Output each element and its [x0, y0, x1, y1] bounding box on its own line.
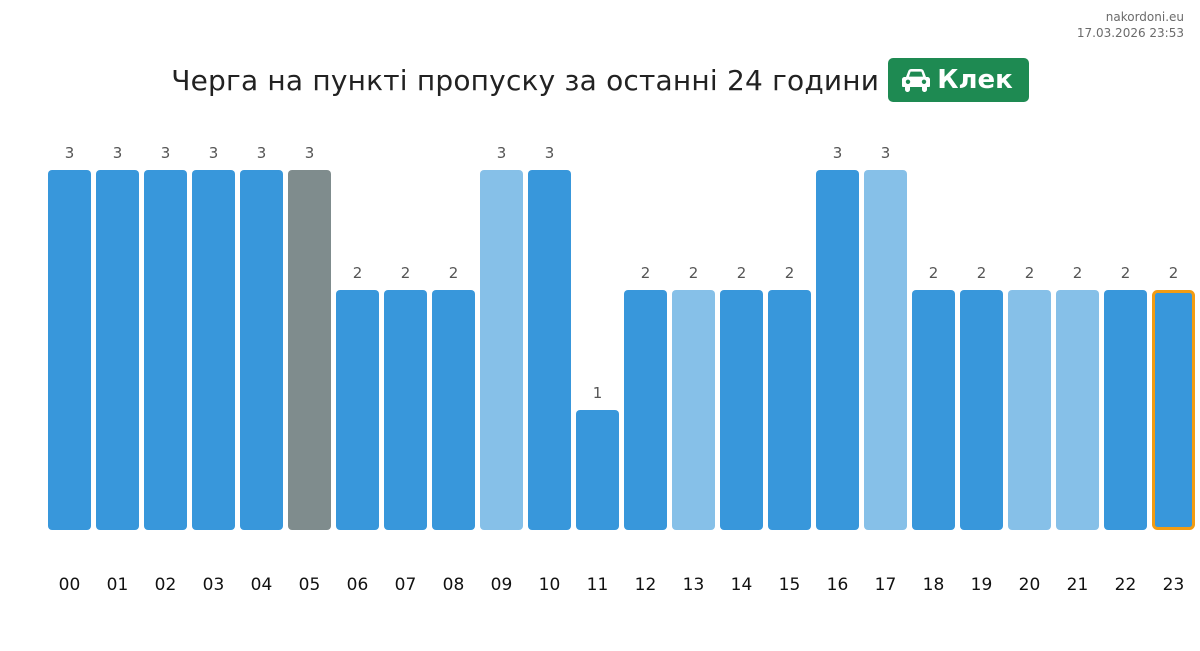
bar-06[interactable]	[336, 290, 379, 530]
bar-03[interactable]	[192, 170, 235, 530]
bar-value-label: 3	[881, 144, 891, 162]
bar-value-label: 3	[833, 144, 843, 162]
hour-tick-label: 05	[299, 575, 321, 595]
bar-08[interactable]	[432, 290, 475, 530]
bar-value-label: 2	[929, 264, 939, 282]
bar-value-label: 3	[497, 144, 507, 162]
hour-tick-label: 08	[443, 575, 465, 595]
hour-tick-label: 19	[971, 575, 993, 595]
bar-value-label: 3	[209, 144, 219, 162]
hour-tick-label: 01	[107, 575, 129, 595]
bar-value-label: 3	[257, 144, 267, 162]
chart-title: Черга на пункті пропуску за останні 24 г…	[171, 63, 880, 97]
hour-tick-label: 09	[491, 575, 513, 595]
hour-tick-label: 20	[1019, 575, 1041, 595]
bar-09[interactable]	[480, 170, 523, 530]
hour-tick-label: 12	[635, 575, 657, 595]
car-icon	[902, 69, 931, 92]
chart-header: Черга на пункті пропуску за останні 24 г…	[0, 58, 1200, 102]
site-domain: nakordoni.eu	[1105, 10, 1184, 24]
bar-value-label: 3	[65, 144, 75, 162]
hour-tick-label: 22	[1115, 575, 1137, 595]
bar-01[interactable]	[96, 170, 139, 530]
bar-value-label: 2	[401, 264, 411, 282]
bar-22[interactable]	[1104, 290, 1147, 530]
hour-tick-label: 03	[203, 575, 225, 595]
bar-value-label: 2	[449, 264, 459, 282]
hour-tick-label: 13	[683, 575, 705, 595]
bar-value-label: 2	[353, 264, 363, 282]
bar-value-label: 2	[1025, 264, 1035, 282]
hour-tick-label: 04	[251, 575, 273, 595]
hour-tick-label: 06	[347, 575, 369, 595]
bar-value-label: 2	[1169, 264, 1179, 282]
bar-value-label: 2	[689, 264, 699, 282]
bar-13[interactable]	[672, 290, 715, 530]
bar-value-label: 2	[1073, 264, 1083, 282]
site-info: nakordoni.eu 17.03.2026 23:53	[1077, 9, 1184, 41]
bar-07[interactable]	[384, 290, 427, 530]
hour-tick-label: 00	[59, 575, 81, 595]
bar-20[interactable]	[1008, 290, 1051, 530]
hour-tick-label: 15	[779, 575, 801, 595]
hour-tick-label: 07	[395, 575, 417, 595]
hour-tick-label: 16	[827, 575, 849, 595]
hour-tick-label: 18	[923, 575, 945, 595]
bar-21[interactable]	[1056, 290, 1099, 530]
hour-tick-label: 14	[731, 575, 753, 595]
site-timestamp: 17.03.2026 23:53	[1076, 26, 1184, 40]
hour-tick-label: 10	[539, 575, 561, 595]
bar-value-label: 3	[305, 144, 315, 162]
hour-tick-label: 17	[875, 575, 897, 595]
bar-value-label: 2	[977, 264, 987, 282]
bar-value-label: 2	[641, 264, 651, 282]
bar-00[interactable]	[48, 170, 91, 530]
bar-17[interactable]	[864, 170, 907, 530]
bar-02[interactable]	[144, 170, 187, 530]
bar-value-label: 2	[737, 264, 747, 282]
hour-tick-label: 11	[587, 575, 609, 595]
bar-12[interactable]	[624, 290, 667, 530]
hour-tick-label: 02	[155, 575, 177, 595]
hour-tick-label: 23	[1163, 575, 1185, 595]
hour-tick-label: 21	[1067, 575, 1089, 595]
bar-10[interactable]	[528, 170, 571, 530]
checkpoint-label: Клек	[937, 65, 1013, 95]
bar-05[interactable]	[288, 170, 331, 530]
bar-04[interactable]	[240, 170, 283, 530]
bar-19[interactable]	[960, 290, 1003, 530]
bar-11[interactable]	[576, 410, 619, 530]
bar-value-label: 3	[161, 144, 171, 162]
bar-23[interactable]	[1152, 290, 1195, 530]
bar-value-label: 3	[113, 144, 123, 162]
checkpoint-badge: Клек	[888, 58, 1029, 102]
bar-14[interactable]	[720, 290, 763, 530]
bar-value-label: 1	[593, 384, 603, 402]
bar-18[interactable]	[912, 290, 955, 530]
bar-value-label: 2	[1121, 264, 1131, 282]
bar-15[interactable]	[768, 290, 811, 530]
bar-16[interactable]	[816, 170, 859, 530]
bar-value-label: 3	[545, 144, 555, 162]
bar-value-label: 2	[785, 264, 795, 282]
